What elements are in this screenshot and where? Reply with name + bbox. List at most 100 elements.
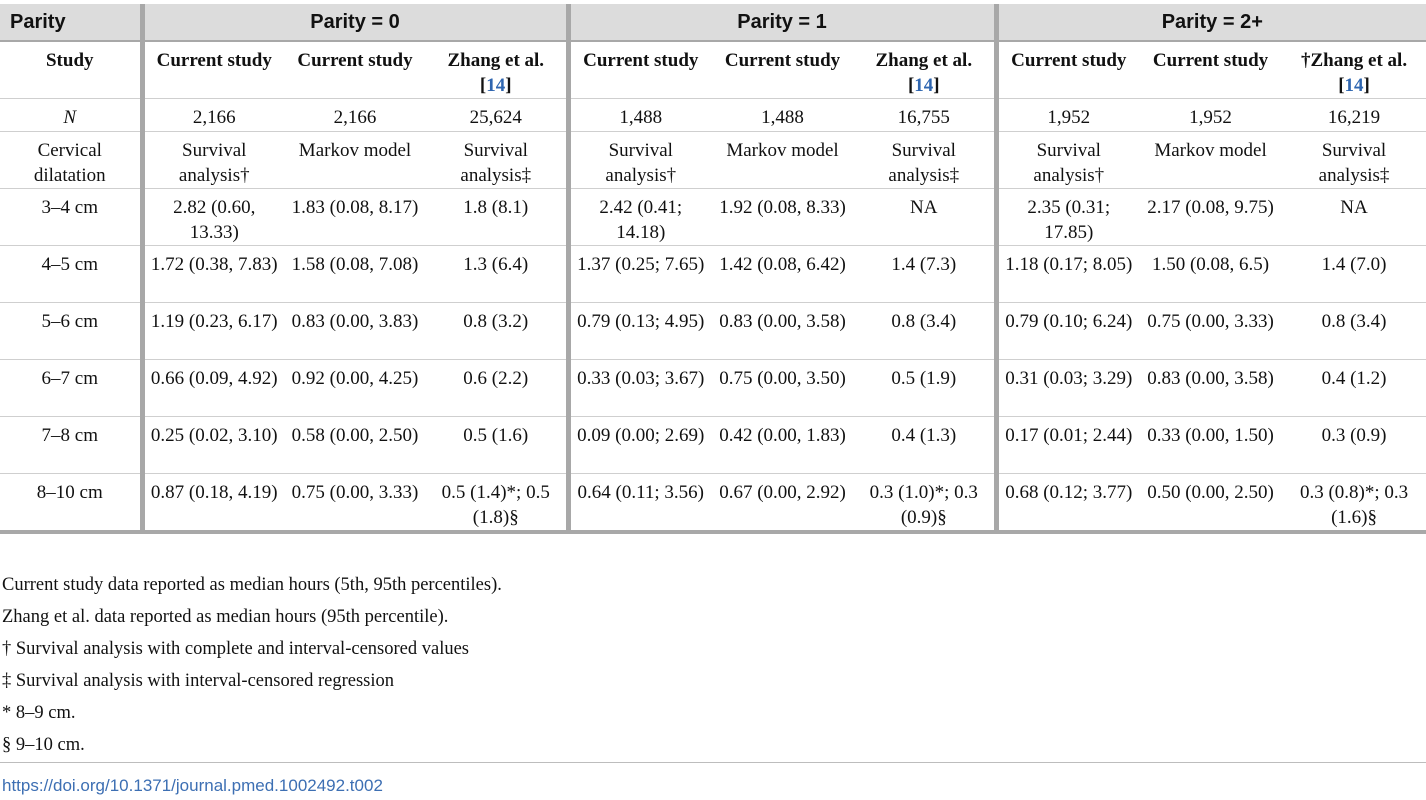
method-cell: Survival analysis† [139,131,284,189]
table-cell: 0.67 (0.00, 2.92) [711,473,855,534]
study-header: Current study [565,41,712,99]
study-name: Zhang et al. [875,50,973,71]
table-cell: 0.75 (0.00, 3.50) [711,359,855,417]
study-header: Zhang et al. [14] [426,41,569,99]
parity-2plus-header: Parity = 2+ [993,4,1426,42]
table-cell: 0.79 (0.10; 6.24) [993,302,1140,360]
table-row: 6–7 cm 0.66 (0.09, 4.92) 0.92 (0.00, 4.2… [0,359,1426,417]
study-label: Study [0,41,142,99]
table-cell: 0.3 (1.0)*; 0.3 (0.9)§ [854,473,997,534]
table-cell: 2.35 (0.31; 17.85) [993,188,1140,246]
table-row: 8–10 cm 0.87 (0.18, 4.19) 0.75 (0.00, 3.… [0,473,1426,534]
table-cell: 0.5 (1.6) [426,416,569,474]
method-cell: Markov model [1139,131,1283,189]
table-row: 5–6 cm 1.19 (0.23, 6.17) 0.83 (0.00, 3.8… [0,302,1426,360]
table-cell: 1.3 (6.4) [426,245,569,303]
method-cell: Survival analysis‡ [1282,131,1426,189]
n-value: 16,755 [854,98,997,132]
table-cell: 0.8 (3.2) [426,302,569,360]
n-value: 2,166 [284,98,426,132]
table-row: 4–5 cm 1.72 (0.38, 7.83) 1.58 (0.08, 7.0… [0,245,1426,303]
study-header: Current study [139,41,284,99]
row-label: 5–6 cm [0,302,142,360]
table-cell: 1.50 (0.08, 6.5) [1139,245,1283,303]
table-cell: 1.4 (7.0) [1282,245,1426,303]
reference-link[interactable]: 14 [914,75,934,96]
table-cell: 0.50 (0.00, 2.50) [1139,473,1283,534]
table-cell: 0.83 (0.00, 3.58) [711,302,855,360]
row-label: 6–7 cm [0,359,142,417]
study-name: Current study [156,50,272,71]
table-cell: 0.42 (0.00, 1.83) [711,416,855,474]
table-cell: 1.8 (8.1) [426,188,569,246]
table-cell: 0.75 (0.00, 3.33) [284,473,426,534]
table-cell: 0.4 (1.3) [854,416,997,474]
table-cell: 0.6 (2.2) [426,359,569,417]
study-name: Current study [583,50,699,71]
method-cell: Survival analysis‡ [854,131,997,189]
table-cell: 0.87 (0.18, 4.19) [139,473,284,534]
study-header: Zhang et al. [14] [854,41,997,99]
table-cell: 0.68 (0.12; 3.77) [993,473,1140,534]
table-cell: 1.58 (0.08, 7.08) [284,245,426,303]
table-cell: 0.8 (3.4) [1282,302,1426,360]
method-cell: Survival analysis† [993,131,1140,189]
reference-link[interactable]: 14 [1344,75,1364,96]
study-header: Current study [284,41,426,99]
table-cell: 0.3 (0.8)*; 0.3 (1.6)§ [1282,473,1426,534]
parity-0-header: Parity = 0 [139,4,569,42]
study-name: Current study [297,50,413,71]
table-cell: 2.17 (0.08, 9.75) [1139,188,1283,246]
reference-link[interactable]: 14 [486,75,506,96]
table-cell: 0.09 (0.00; 2.69) [565,416,712,474]
study-name: Current study [1011,50,1127,71]
divider [0,762,1426,763]
table-cell: 0.8 (3.4) [854,302,997,360]
row-label: 8–10 cm [0,473,142,534]
study-name: †Zhang et al. [1300,50,1408,71]
n-label: N [0,98,142,132]
cervical-dilatation-label: Cervical dilatation [0,131,142,189]
table-cell: NA [854,188,997,246]
method-row: Cervical dilatation Survival analysis† M… [0,131,1426,189]
study-header: Current study [711,41,855,99]
table-cell: 0.5 (1.9) [854,359,997,417]
study-header: †Zhang et al. [14] [1282,41,1426,99]
table-cell: 0.3 (0.9) [1282,416,1426,474]
study-header: Current study [993,41,1140,99]
table-row: 3–4 cm 2.82 (0.60, 13.33) 1.83 (0.08, 8.… [0,188,1426,246]
n-value: 25,624 [426,98,569,132]
table-cell: 1.42 (0.08, 6.42) [711,245,855,303]
doi-link[interactable]: https://doi.org/10.1371/journal.pmed.100… [2,776,383,795]
row-label: 3–4 cm [0,188,142,246]
table-cell: 1.72 (0.38, 7.83) [139,245,284,303]
footnote: * 8–9 cm. [2,703,76,723]
parity-1-header: Parity = 1 [565,4,997,42]
study-name: Zhang et al. [447,50,545,71]
table-cell: 0.66 (0.09, 4.92) [139,359,284,417]
table-cell: 1.37 (0.25; 7.65) [565,245,712,303]
row-label: 7–8 cm [0,416,142,474]
table-cell: 1.4 (7.3) [854,245,997,303]
table-cell: 0.17 (0.01; 2.44) [993,416,1140,474]
table-cell: 2.42 (0.41; 14.18) [565,188,712,246]
study-name: Current study [724,50,841,71]
table-cell: 0.5 (1.4)*; 0.5 (1.8)§ [426,473,569,534]
footnote: † Survival analysis with complete and in… [2,639,469,659]
table-cell: 2.82 (0.60, 13.33) [139,188,284,246]
table-cell: 1.19 (0.23, 6.17) [139,302,284,360]
method-cell: Markov model [711,131,855,189]
table-cell: 1.83 (0.08, 8.17) [284,188,426,246]
method-cell: Survival analysis‡ [426,131,569,189]
parity-header-row: Parity Parity = 0 Parity = 1 Parity = 2+ [0,4,1426,42]
study-row: Study Current study Current study Zhang … [0,41,1426,99]
data-table: Parity Parity = 0 Parity = 1 Parity = 2+… [0,4,1426,534]
n-value: 1,488 [565,98,712,132]
table-cell: 0.58 (0.00, 2.50) [284,416,426,474]
n-value: 2,166 [139,98,284,132]
table-cell: 0.64 (0.11; 3.56) [565,473,712,534]
n-value: 16,219 [1282,98,1426,132]
n-value: 1,952 [993,98,1140,132]
table-cell: 0.92 (0.00, 4.25) [284,359,426,417]
table-cell: 0.75 (0.00, 3.33) [1139,302,1283,360]
